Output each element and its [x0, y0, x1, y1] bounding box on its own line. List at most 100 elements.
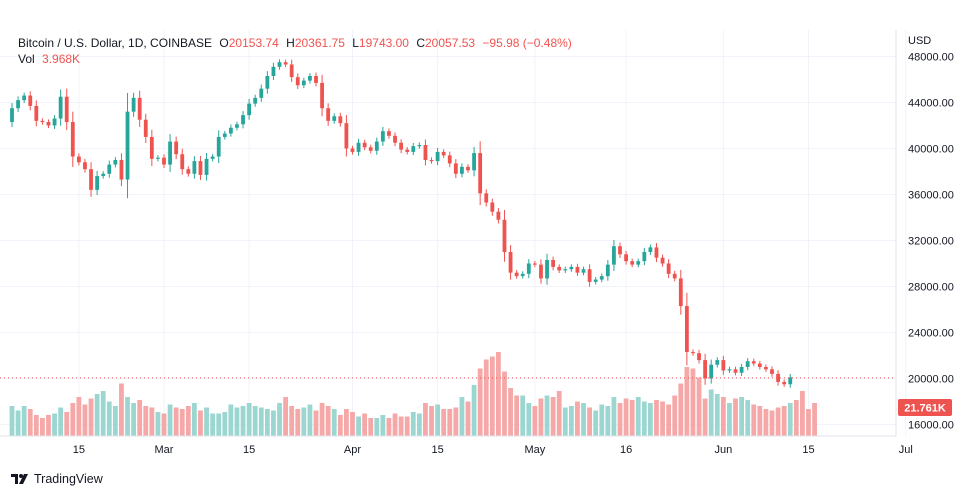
candle-body [739, 366, 744, 373]
volume-bar [775, 407, 781, 436]
time-axis-labels: 15 Mar 15 Apr 15 May 16 Jun 15 Jul [73, 444, 913, 456]
candle [89, 162, 93, 197]
legend-high-label: H [286, 36, 295, 50]
candle-body [374, 141, 379, 151]
candle-body [757, 363, 762, 367]
candle-body [776, 373, 780, 382]
volume-bar [149, 407, 155, 436]
volume-bar [599, 404, 605, 436]
volume-bar [496, 352, 501, 436]
volume-bar [720, 397, 726, 436]
candle [46, 119, 51, 129]
volume-bar [641, 401, 647, 436]
volume-bar [404, 416, 410, 436]
candle-body [581, 269, 586, 273]
chart-grid [0, 30, 907, 436]
candle [107, 160, 112, 178]
tradingview-logo-icon [11, 474, 28, 484]
candle-body [490, 202, 495, 212]
candle-body [10, 108, 14, 123]
candle-body [308, 76, 312, 81]
candle-body [253, 97, 258, 104]
volume-bar [82, 404, 88, 436]
candle-body [216, 136, 221, 157]
volume-bar [277, 403, 282, 436]
candle-body [478, 153, 483, 194]
candle-body [368, 147, 373, 151]
candle-body [782, 381, 787, 385]
candle-body [143, 119, 148, 137]
volume-bar [581, 403, 586, 436]
candle [241, 111, 245, 129]
volume-bar [800, 391, 805, 436]
candle [514, 270, 519, 279]
candle-body [393, 135, 397, 143]
volume-badge-text: 21.761K [904, 403, 946, 415]
tradingview-brand[interactable]: TradingView [10, 472, 103, 486]
volume-bar [173, 407, 179, 436]
candle-body [76, 156, 81, 163]
volume-bar [441, 409, 447, 436]
candle [648, 244, 653, 255]
volume-bar [88, 398, 94, 436]
volume-bar [155, 412, 161, 436]
candle-body [89, 169, 93, 190]
volume-bar [374, 418, 380, 436]
candle [745, 358, 750, 371]
candle-body [271, 66, 276, 77]
volume-bar [210, 413, 216, 436]
volume-bar [739, 397, 744, 436]
volume-bar [222, 412, 228, 436]
tradingview-name: TradingView [34, 472, 103, 486]
candle-body [301, 80, 306, 86]
volume-bar [386, 418, 392, 436]
candle [788, 373, 793, 388]
candle-body [58, 96, 63, 119]
candle-body [575, 266, 580, 273]
volume-bar [690, 368, 696, 436]
candle-body [520, 273, 525, 277]
volume-bar [635, 397, 641, 436]
candle-body [180, 154, 185, 170]
candle-body [764, 366, 768, 370]
x-tick-label: May [524, 444, 545, 456]
legend-open-value: 20153.74 [228, 36, 279, 50]
x-tick-label: Mar [155, 444, 174, 456]
candle [259, 84, 264, 102]
legend-close-value: 20057.53 [425, 36, 476, 50]
volume-bar [751, 404, 757, 436]
candle [691, 349, 695, 356]
candle [162, 154, 166, 169]
candle [247, 99, 252, 120]
volume-bar [331, 409, 337, 436]
candle-body [472, 153, 476, 171]
volume-bar [568, 406, 574, 436]
volume-bar [812, 403, 817, 436]
candle [739, 363, 744, 376]
volume-bar [538, 398, 544, 436]
candle-body [727, 369, 732, 371]
volume-bar [94, 394, 100, 436]
candle [757, 360, 762, 370]
volume-bar [678, 383, 684, 436]
candle-body [34, 105, 39, 121]
candle [532, 260, 537, 268]
candle [156, 155, 160, 162]
candle-body [709, 364, 714, 379]
volume-bar [216, 413, 222, 436]
candle-body [532, 263, 537, 265]
candle-body [788, 377, 793, 385]
candle-body [587, 269, 592, 282]
volume-bar [392, 413, 398, 436]
candle-body [745, 361, 750, 367]
candle [168, 134, 172, 173]
candle [472, 147, 476, 177]
candle [253, 94, 258, 107]
volume-bar [629, 400, 635, 436]
candle-body [666, 263, 671, 274]
candle [557, 264, 562, 273]
volume-bar [9, 406, 15, 436]
candle-body [64, 96, 69, 123]
volume-bar [684, 367, 690, 436]
